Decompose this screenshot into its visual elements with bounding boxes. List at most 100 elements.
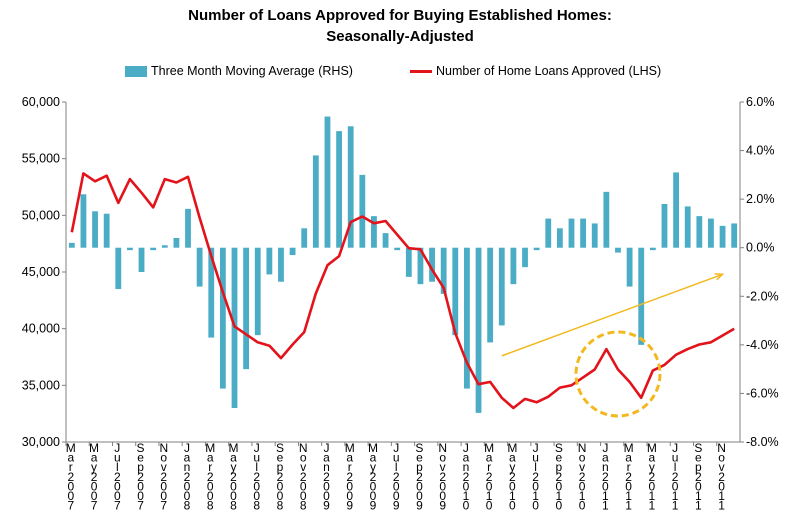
x-tick-label-char: N bbox=[159, 441, 168, 455]
bar bbox=[312, 155, 319, 248]
x-tick-label-char: p bbox=[137, 460, 144, 474]
x-tick-label-char: 1 bbox=[625, 489, 632, 503]
x-tick-label-char: 0 bbox=[649, 479, 656, 493]
x-tick-label-char: 1 bbox=[602, 489, 609, 503]
bar bbox=[429, 247, 435, 282]
y-left-tick-label: 45,000 bbox=[22, 265, 60, 279]
x-tick-label-char: 2 bbox=[277, 470, 284, 484]
bar bbox=[417, 247, 424, 285]
x-tick-label-char: 9 bbox=[439, 499, 446, 513]
x-tick-label-char: 2 bbox=[463, 470, 470, 484]
x-tick-label-char: 0 bbox=[393, 479, 400, 493]
highlight-circle bbox=[574, 330, 662, 418]
x-tick-label-char: M bbox=[647, 441, 657, 455]
bar bbox=[127, 247, 133, 251]
x-tick-label-char: 0 bbox=[346, 489, 353, 503]
x-tick-label-char: 9 bbox=[323, 499, 330, 513]
x-tick-label-char: 7 bbox=[114, 499, 121, 513]
x-tick-label-char: 0 bbox=[114, 489, 121, 503]
x-tick-label-char: n bbox=[184, 460, 191, 474]
x-tick-label-char: 2 bbox=[67, 470, 74, 484]
x-tick-label-char: n bbox=[602, 460, 609, 474]
x-tick-label-char: J bbox=[672, 441, 678, 455]
x-tick-label-char: 0 bbox=[486, 499, 493, 513]
x-tick-label-char: a bbox=[509, 451, 516, 465]
x-tick-label-char: 0 bbox=[486, 479, 493, 493]
x-tick-label-char: S bbox=[694, 441, 702, 455]
bar bbox=[661, 204, 668, 248]
x-tick-label-char: 1 bbox=[695, 489, 702, 503]
x-tick-label-char: p bbox=[695, 460, 702, 474]
x-tick-label-char: 0 bbox=[323, 489, 330, 503]
x-tick-label-char: p bbox=[416, 460, 423, 474]
legend-label-moving-average: Three Month Moving Average (RHS) bbox=[151, 64, 353, 78]
y-left-tick-label: 60,000 bbox=[22, 95, 60, 109]
x-tick-label-char: 1 bbox=[672, 499, 679, 513]
y-right-tick-label: -4.0% bbox=[746, 338, 779, 352]
x-tick-label-char: p bbox=[556, 460, 563, 474]
x-tick-label-char: 2 bbox=[649, 470, 656, 484]
x-tick-label-char: 0 bbox=[393, 489, 400, 503]
bar bbox=[684, 206, 691, 248]
x-tick-label-char: 0 bbox=[137, 479, 144, 493]
bar bbox=[498, 247, 505, 326]
x-tick-label-char: a bbox=[625, 451, 632, 465]
x-tick-label-char: 0 bbox=[416, 479, 423, 493]
x-tick-label-char: 0 bbox=[184, 479, 191, 493]
x-tick-label-char: y bbox=[231, 460, 237, 474]
x-tick-label-char: 2 bbox=[184, 470, 191, 484]
x-tick-label-char: N bbox=[717, 441, 726, 455]
y-right-tick-label: 0.0% bbox=[746, 241, 775, 255]
bar bbox=[92, 211, 98, 248]
x-tick-label-char: 0 bbox=[277, 479, 284, 493]
x-tick-label-char: 0 bbox=[230, 489, 237, 503]
y-right-tick-label: -8.0% bbox=[746, 435, 779, 449]
x-tick-label-char: 0 bbox=[67, 489, 74, 503]
x-tick-label-char: 1 bbox=[649, 499, 656, 513]
x-tick-label-char: 8 bbox=[277, 499, 284, 513]
x-tick-label-char: 7 bbox=[67, 499, 74, 513]
x-tick-label-char: 8 bbox=[300, 499, 307, 513]
chart-title: Number of Loans Approved for Buying Esta… bbox=[188, 7, 612, 24]
x-tick-label-char: 0 bbox=[416, 489, 423, 503]
x-tick-label-char: J bbox=[463, 441, 469, 455]
x-tick-label-char: 0 bbox=[277, 489, 284, 503]
x-tick-label-char: 2 bbox=[556, 470, 563, 484]
x-tick-label-char: 0 bbox=[672, 479, 679, 493]
bar bbox=[603, 191, 610, 248]
x-tick-label-char: a bbox=[346, 451, 353, 465]
bar bbox=[278, 247, 284, 282]
x-tick-label-char: e bbox=[277, 451, 284, 465]
bar bbox=[150, 247, 157, 251]
bar bbox=[382, 233, 389, 248]
bar bbox=[359, 174, 366, 248]
x-tick-label-char: r bbox=[69, 460, 73, 474]
x-tick-label-char: 1 bbox=[509, 489, 516, 503]
x-tick-label-char: 8 bbox=[253, 499, 260, 513]
x-tick-label-char: M bbox=[507, 441, 517, 455]
y-left-tick-label: 50,000 bbox=[22, 208, 60, 222]
y-right-tick-label: 6.0% bbox=[746, 95, 775, 109]
x-tick-label-char: 0 bbox=[346, 479, 353, 493]
x-tick-label-char: n bbox=[323, 460, 330, 474]
bar bbox=[254, 247, 261, 336]
x-tick-label-char: 9 bbox=[416, 499, 423, 513]
x-tick-label-char: v bbox=[579, 460, 585, 474]
x-tick-label-char: 0 bbox=[114, 479, 121, 493]
bar bbox=[68, 242, 75, 248]
bar bbox=[196, 247, 203, 287]
x-tick-label-char: M bbox=[368, 441, 378, 455]
